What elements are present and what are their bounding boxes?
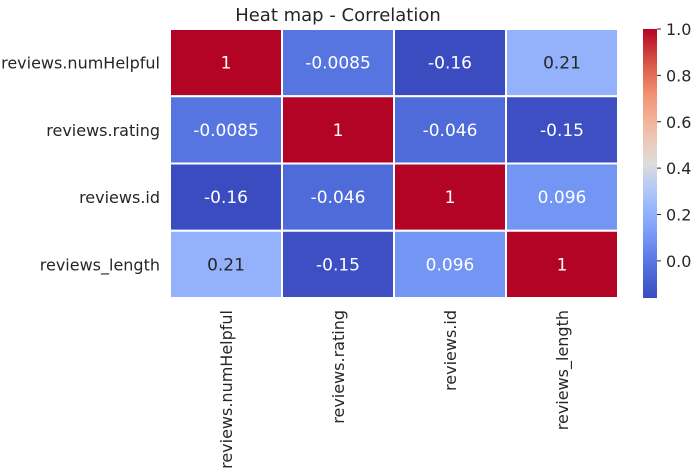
heatmap-cell-label: -0.046 (311, 188, 366, 208)
heatmap-cell-label: -0.0085 (193, 121, 259, 141)
heatmap-cell (281, 229, 395, 299)
y-tick-label: reviews.numHelpful (1, 54, 160, 73)
y-tick-label: reviews_length (40, 255, 160, 275)
heatmap-cell (505, 229, 619, 299)
heatmap-cell-label: 0.21 (207, 255, 245, 275)
heatmap-cell-label: 0.21 (543, 54, 581, 74)
y-axis-tick-labels: reviews.numHelpful reviews.rating reviews.… (1, 54, 160, 276)
heatmap-cell (505, 162, 619, 232)
colorbar-tick-label: 0.4 (666, 159, 691, 178)
heatmap-cell (505, 95, 619, 165)
heatmap-cell-label: 0.096 (426, 255, 475, 275)
x-tick-label: reviews_length (553, 310, 573, 430)
heatmap-cell-label: -0.0085 (305, 54, 371, 74)
colorbar-tick-label: 0.0 (666, 252, 691, 271)
x-tick-label: reviews.numHelpful (217, 310, 236, 468)
colorbar-tick-label: 1.0 (666, 20, 691, 39)
heatmap-cell (169, 28, 283, 98)
heatmap-cell-label: 1 (333, 121, 344, 141)
heatmap-cell-label: 1 (557, 255, 568, 275)
heatmap-cell-label: -0.15 (316, 255, 360, 275)
heatmap-cell-label: -0.16 (428, 54, 472, 74)
heatmap-cell-label: 1 (445, 188, 456, 208)
heatmap-cell-label: 1 (221, 54, 232, 74)
heatmap-cell (169, 229, 283, 299)
y-tick-label: reviews.rating (46, 121, 160, 140)
heatmap-cell-labels: 1 -0.0085 -0.16 0.21 -0.0085 1 -0.046 -0.15 -0.1… (193, 54, 586, 276)
heatmap-cell (281, 28, 395, 98)
heatmap-cell (281, 95, 395, 165)
heatmap-cell-label: 0.096 (538, 188, 587, 208)
chart-title: Heat map - Correlation (235, 5, 441, 26)
heatmap-cell (281, 162, 395, 232)
colorbar-gradient (643, 29, 657, 298)
y-tick-label: reviews.id (79, 188, 160, 207)
colorbar: 0.0 0.2 0.4 0.6 0.8 1.0 (643, 20, 691, 298)
colorbar-tick-label: 0.6 (666, 113, 691, 132)
heatmap-cells (169, 28, 619, 299)
colorbar-tick-label: 0.8 (666, 66, 691, 85)
heatmap-cell-label: -0.046 (423, 121, 478, 141)
x-axis-tick-labels: reviews.numHelpful reviews.rating reviews.… (217, 310, 573, 469)
x-tick-label: reviews.id (441, 310, 460, 391)
heatmap-cell-label: -0.16 (204, 188, 248, 208)
x-tick-label: reviews.rating (329, 310, 348, 424)
heatmap-cell (505, 28, 619, 98)
colorbar-tick-label: 0.2 (666, 206, 691, 225)
heatmap-cell-label: -0.15 (540, 121, 584, 141)
